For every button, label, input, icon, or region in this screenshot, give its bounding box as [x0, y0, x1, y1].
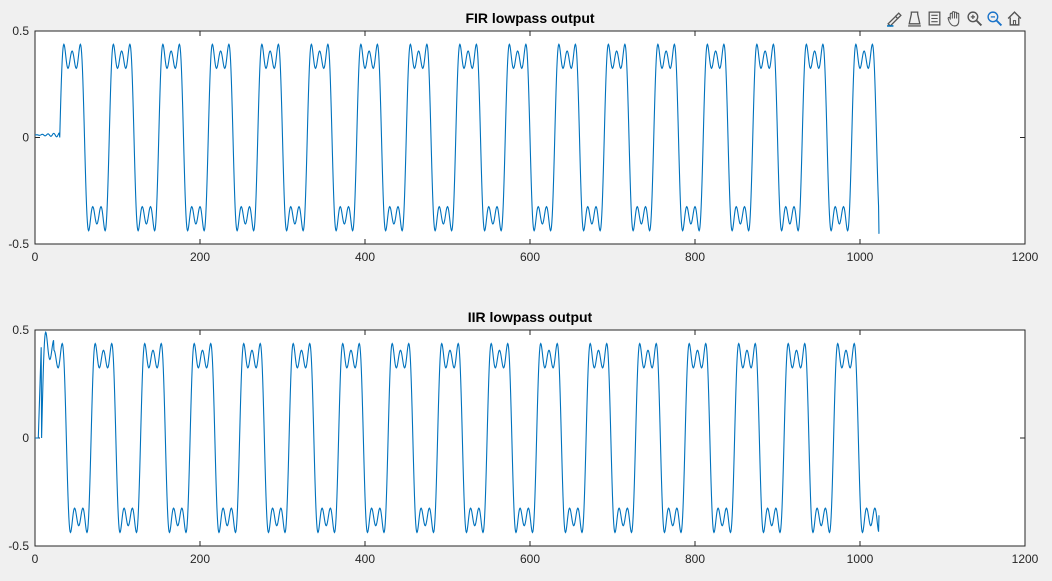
x-tick-label: 0	[32, 250, 39, 264]
iir-axes[interactable]: IIR lowpass output 0 200 400 600 800 1000 1200…	[8, 309, 1038, 566]
x-tick-label: 0	[32, 552, 39, 566]
axes-toolbar	[885, 8, 1024, 28]
home-icon[interactable]	[1005, 9, 1024, 28]
data-tips-icon[interactable]	[905, 9, 924, 28]
x-tick-label: 1000	[847, 552, 874, 566]
x-tick-label: 1200	[1012, 552, 1039, 566]
fir-output-line	[34, 43, 880, 234]
y-tick-label: -0.5	[8, 237, 29, 251]
zoom-in-icon[interactable]	[965, 9, 984, 28]
iir-title: IIR lowpass output	[468, 309, 593, 325]
x-tick-label: 1000	[847, 250, 874, 264]
iir-output-line	[35, 330, 880, 534]
y-tick-label: -0.5	[8, 539, 29, 553]
x-tick-label: 400	[355, 250, 375, 264]
pan-icon[interactable]	[945, 9, 964, 28]
x-tick-label: 200	[190, 250, 210, 264]
x-tick-label: 400	[355, 552, 375, 566]
brush-icon[interactable]	[885, 9, 904, 28]
x-tick-label: 200	[190, 552, 210, 566]
restore-view-icon[interactable]	[925, 9, 944, 28]
y-tick-label: 0.5	[12, 24, 29, 38]
y-tick-label: 0	[22, 131, 29, 145]
x-tick-label: 1200	[1012, 250, 1039, 264]
fir-title: FIR lowpass output	[465, 10, 594, 26]
x-tick-label: 600	[520, 250, 540, 264]
x-tick-label: 800	[685, 552, 705, 566]
y-tick-label: 0	[22, 431, 29, 445]
zoom-out-icon[interactable]	[985, 9, 1004, 28]
x-tick-label: 800	[685, 250, 705, 264]
y-tick-label: 0.5	[12, 323, 29, 337]
fir-axes[interactable]: FIR lowpass output 0 200 400 600 800 1000 1200…	[8, 10, 1038, 264]
x-tick-label: 600	[520, 552, 540, 566]
